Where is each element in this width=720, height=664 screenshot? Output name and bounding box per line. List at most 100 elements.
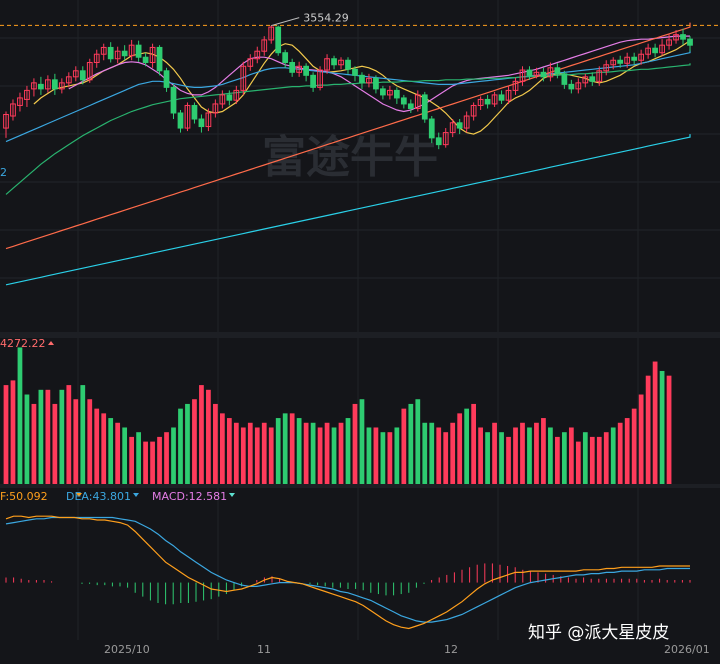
- dea-arrow: [133, 493, 139, 497]
- candle-body-69: [484, 98, 491, 105]
- candle-body-80: [561, 73, 568, 85]
- price-left-stub: 2: [0, 166, 7, 179]
- volume-bar-20: [143, 441, 148, 484]
- max-price-marker: 3554.29: [271, 12, 349, 27]
- volume-bar-0: [3, 385, 9, 484]
- ma-line-5: [5, 134, 691, 286]
- candle-body-44: [310, 74, 316, 88]
- volume-bar-50: [352, 403, 358, 484]
- volume-bar-15: [108, 418, 114, 484]
- candle-body-98: [687, 38, 693, 46]
- volume-bar-32: [226, 418, 232, 484]
- volume-bar-83: [582, 432, 588, 484]
- volume-bar-92: [645, 375, 651, 484]
- volume-bar-48: [338, 422, 344, 484]
- candle-body-61: [428, 118, 435, 139]
- volume-bar-55: [387, 432, 393, 484]
- candle-body-34: [240, 65, 247, 91]
- candle-body-1: [10, 103, 16, 117]
- volume-bar-79: [555, 436, 560, 484]
- volume-bar-40: [282, 413, 288, 484]
- volume-bar-94: [659, 370, 665, 484]
- volume-bar-81: [568, 427, 574, 484]
- volume-bar-13: [94, 408, 100, 484]
- volume-bar-70: [492, 422, 497, 484]
- volume-bar-7: [52, 403, 58, 484]
- candle-body-53: [373, 77, 379, 90]
- watermark: 富途牛牛: [262, 132, 438, 183]
- volume-bar-25: [178, 408, 183, 484]
- volume-bar-87: [610, 427, 616, 484]
- panel-separator-2: [0, 484, 720, 488]
- candle-body-20: [142, 56, 149, 64]
- volume-bar-3: [24, 394, 30, 484]
- volume-bar-30: [213, 403, 218, 484]
- candle-body-60: [421, 94, 428, 120]
- candle-body-72: [505, 89, 512, 101]
- volume-bar-61: [429, 422, 435, 484]
- volume-bar-21: [150, 441, 155, 484]
- candle-body-29: [205, 112, 212, 128]
- volume-bar-26: [185, 403, 190, 484]
- candle-body-62: [435, 137, 442, 146]
- volume-bar-42: [296, 418, 302, 484]
- candle-body-78: [547, 67, 554, 78]
- dea-label: DEA:43.801: [66, 490, 131, 503]
- dif-arrow: [76, 493, 82, 497]
- candle-body-24: [170, 86, 177, 114]
- candle-body-33: [233, 89, 240, 101]
- volume-bar-16: [115, 422, 121, 484]
- volume-bar-10: [73, 399, 79, 484]
- candle-body-3: [24, 89, 30, 100]
- volume-bar-22: [157, 436, 162, 484]
- max-price-leader: [271, 17, 300, 27]
- volume-bar-49: [345, 418, 351, 484]
- volume-bar-66: [464, 408, 470, 484]
- candle-body-57: [400, 97, 407, 105]
- price-panel: [0, 22, 720, 286]
- volume-bar-90: [631, 408, 637, 484]
- candle-body-8: [58, 82, 65, 90]
- candle-body-52: [366, 77, 372, 84]
- candle-body-49: [345, 59, 351, 70]
- volume-max-label: 4272.22: [0, 337, 46, 350]
- candle-body-18: [128, 44, 135, 57]
- candle-body-92: [645, 47, 651, 55]
- volume-bar-6: [45, 389, 51, 484]
- volume-bar-80: [561, 432, 567, 484]
- candle-body-10: [72, 70, 79, 78]
- candle-body-50: [352, 68, 358, 76]
- candle-body-95: [666, 39, 672, 46]
- volume-bar-67: [471, 403, 477, 484]
- credit-watermark: 知乎 @派大星皮皮: [528, 623, 669, 643]
- candle-body-35: [247, 58, 254, 67]
- volume-bar-68: [478, 427, 483, 484]
- candle-body-64: [449, 122, 456, 134]
- candle-body-21: [149, 46, 156, 64]
- candle-body-48: [338, 59, 344, 66]
- candle-body-4: [31, 82, 37, 90]
- volume-bar-31: [219, 413, 225, 484]
- macd-label: MACD:12.581: [152, 490, 227, 503]
- candle-body-30: [212, 103, 219, 114]
- volume-bar-17: [122, 427, 128, 484]
- volume-bar-41: [289, 413, 295, 484]
- volume-bar-82: [575, 441, 581, 484]
- candle-body-12: [86, 62, 93, 81]
- max-price-label: 3554.29: [303, 12, 349, 25]
- candle-body-79: [554, 67, 561, 75]
- volume-bar-34: [240, 427, 246, 484]
- candle-body-90: [631, 56, 638, 61]
- candle-body-27: [191, 104, 198, 120]
- candle-body-85: [596, 70, 603, 82]
- candle-body-51: [359, 74, 365, 84]
- volume-bar-19: [136, 432, 141, 484]
- candle-body-41: [289, 62, 296, 73]
- volume-bar-77: [541, 418, 546, 484]
- candle-body-22: [156, 46, 163, 72]
- panel-separator-1: [0, 332, 720, 338]
- volume-bar-57: [401, 408, 407, 484]
- candle-body-68: [477, 98, 484, 106]
- volume-bar-53: [373, 427, 379, 484]
- macd-arrow: [229, 493, 235, 497]
